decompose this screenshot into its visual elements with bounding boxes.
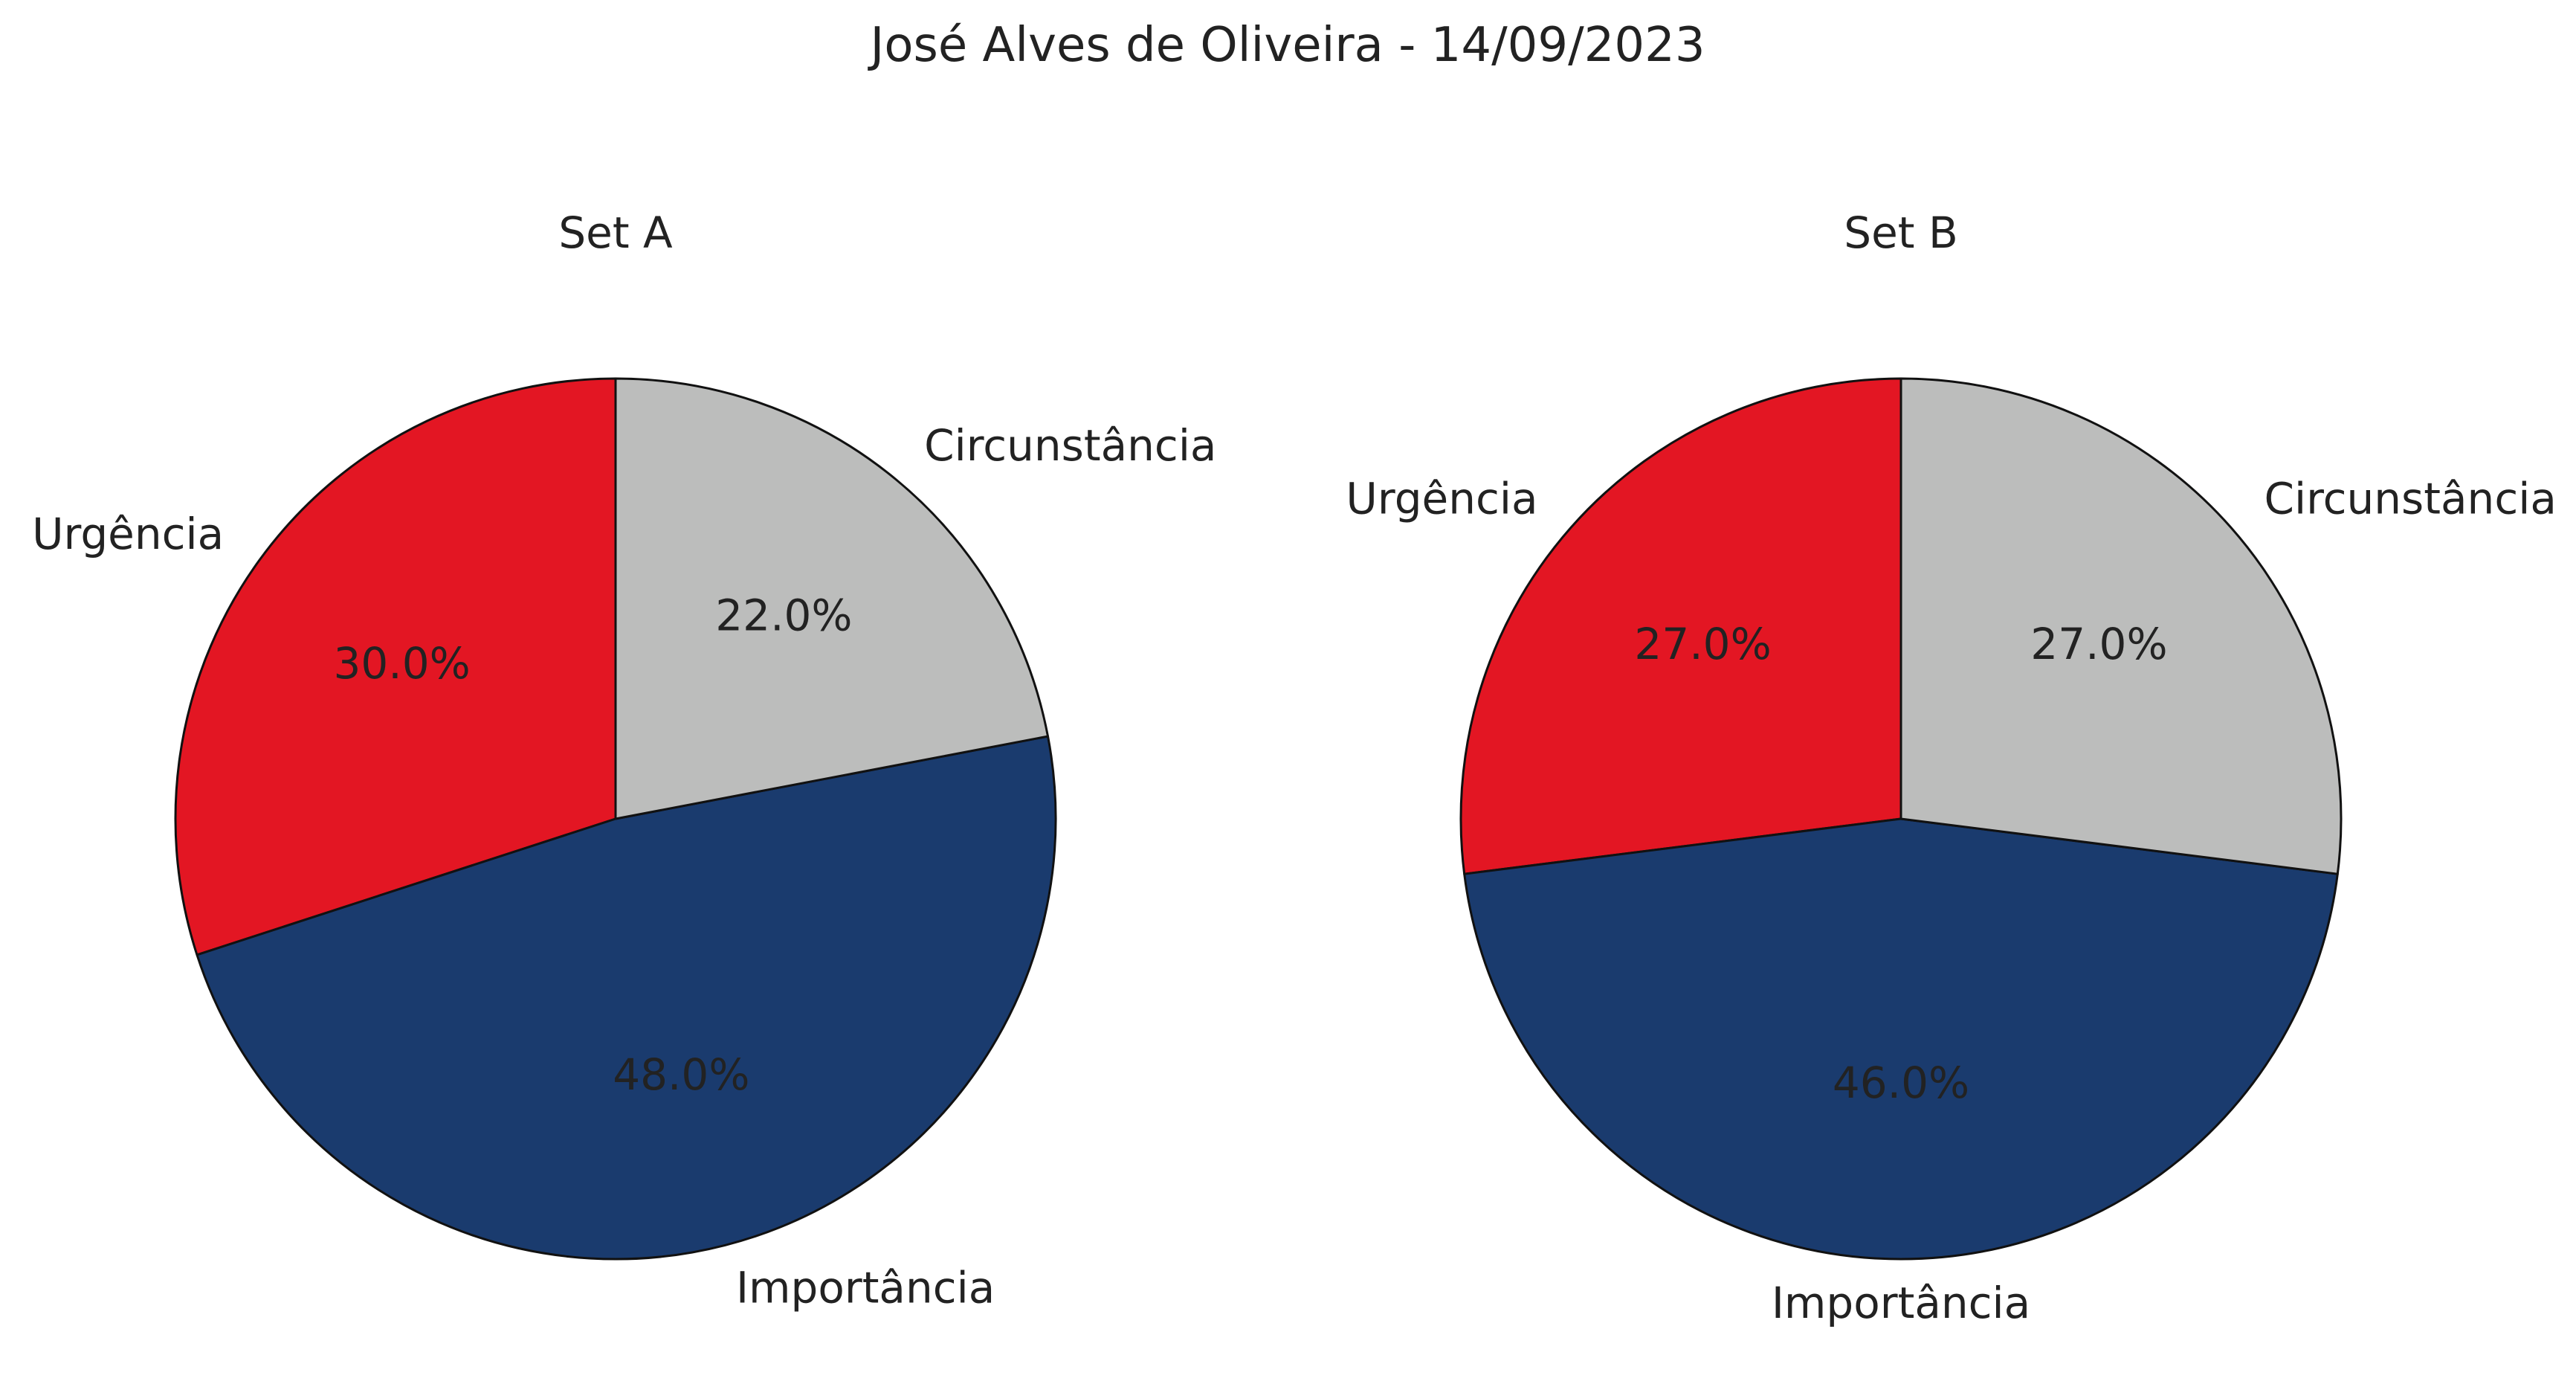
slice-value-label-circunstancia: 22.0%: [715, 590, 852, 640]
chart-title-set-a: Set A: [558, 207, 673, 258]
slice-value-label-importancia: 46.0%: [1833, 1058, 1969, 1108]
slice-category-label-importancia: Importância: [736, 1263, 995, 1313]
slice-category-label-circunstancia: Circunstância: [2264, 473, 2556, 524]
slice-category-label-urgencia: Urgência: [1346, 473, 1537, 524]
slice-value-label-circunstancia: 27.0%: [2030, 619, 2167, 669]
pie-slice-importancia: [196, 735, 1057, 1261]
pie-slice-circunstancia: [614, 377, 1050, 820]
pie-slice-circunstancia: [1899, 377, 2343, 875]
pie-chart-set-b: Set B 27.0% Urgência 46.0% Importância 27.0%…: [1346, 207, 2556, 1328]
slice-value-label-importancia: 48.0%: [613, 1049, 749, 1100]
pie-chart-set-a: Set A 30.0% Urgência 48.0% Importância 22.0%…: [32, 207, 1216, 1313]
figure-title: José Alves de Oliveira - 14/09/2023: [867, 18, 1705, 73]
pie-slice-urgencia: [174, 377, 617, 956]
pie-slice-importancia: [1463, 817, 2339, 1261]
slice-category-label-circunstancia: Circunstância: [924, 420, 1216, 471]
slice-category-label-importancia: Importância: [1772, 1278, 2030, 1328]
pie-slice-urgencia: [1459, 377, 1902, 875]
slice-value-label-urgencia: 27.0%: [1634, 619, 1771, 669]
chart-title-set-b: Set B: [1844, 207, 1957, 258]
slice-value-label-urgencia: 30.0%: [334, 638, 471, 689]
slice-category-label-urgencia: Urgência: [32, 509, 224, 559]
